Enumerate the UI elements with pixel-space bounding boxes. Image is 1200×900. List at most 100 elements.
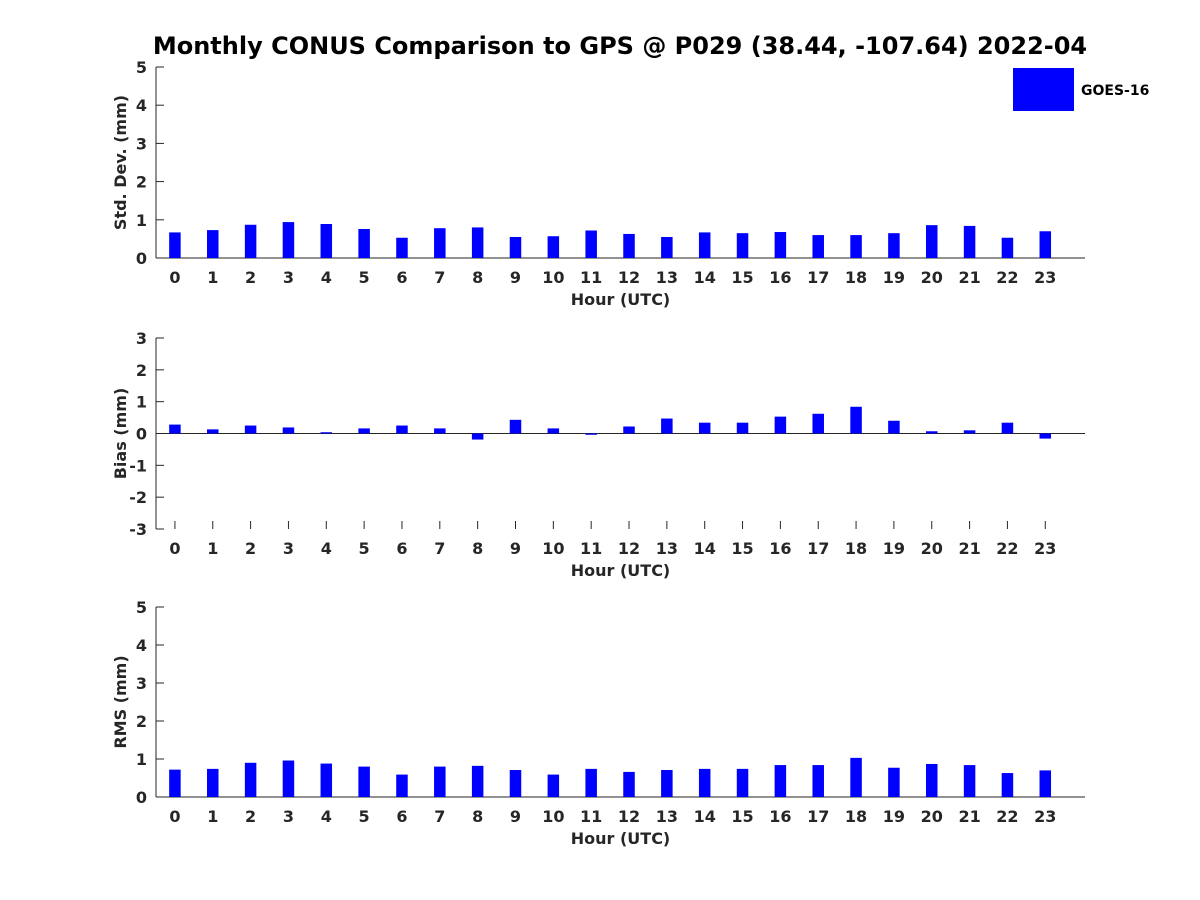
- x-tick-label: 22: [996, 268, 1018, 287]
- y-tick-label: 1: [136, 750, 147, 769]
- x-tick-label: 0: [169, 807, 180, 826]
- bar-std-dev-7: [434, 228, 446, 258]
- x-tick-label: 4: [321, 807, 332, 826]
- chart-title: Monthly CONUS Comparison to GPS @ P029 (…: [153, 32, 1087, 60]
- x-tick-label: 20: [921, 807, 943, 826]
- bar-bias-18: [850, 406, 862, 434]
- x-tick-label: 11: [580, 539, 602, 558]
- x-tick-label: 4: [321, 268, 332, 287]
- bar-rms-5: [358, 766, 370, 797]
- x-tick-label: 23: [1034, 268, 1056, 287]
- bar-rms-6: [396, 774, 408, 797]
- x-tick-label: 17: [807, 539, 829, 558]
- bar-rms-16: [774, 765, 787, 797]
- bar-rms-18: [850, 757, 862, 797]
- std-dev-xlabel: Hour (UTC): [571, 290, 671, 309]
- x-tick-label: 13: [656, 268, 678, 287]
- y-tick-label: 4: [136, 636, 147, 655]
- x-tick-label: 10: [542, 807, 564, 826]
- bar-rms-20: [925, 763, 938, 797]
- bar-rms-14: [698, 768, 711, 797]
- x-tick-label: 19: [883, 807, 905, 826]
- bar-bias-9: [509, 419, 522, 434]
- x-tick-label: 5: [359, 539, 370, 558]
- bar-std-dev-18: [850, 235, 862, 258]
- bar-rms-7: [434, 766, 446, 797]
- x-tick-label: 8: [472, 807, 483, 826]
- x-tick-label: 18: [845, 807, 867, 826]
- x-tick-label: 9: [510, 807, 521, 826]
- x-tick-label: 12: [618, 807, 640, 826]
- bar-bias-1: [207, 429, 219, 434]
- y-tick-label: 3: [136, 134, 147, 153]
- bar-rms-21: [963, 765, 976, 797]
- x-tick-label: 5: [359, 268, 370, 287]
- legend-swatch: [1013, 68, 1074, 111]
- x-tick-label: 18: [845, 268, 867, 287]
- bar-bias-0: [169, 424, 181, 434]
- x-tick-label: 10: [542, 268, 564, 287]
- bar-bias-10: [547, 428, 560, 434]
- bar-bias-23: [1039, 433, 1052, 439]
- bar-std-dev-3: [282, 222, 295, 258]
- x-tick-label: 7: [434, 268, 445, 287]
- bar-bias-5: [358, 428, 370, 434]
- x-tick-label: 2: [245, 268, 256, 287]
- bar-bias-14: [698, 422, 711, 434]
- bar-std-dev-11: [585, 230, 597, 258]
- bar-rms-22: [1001, 773, 1014, 797]
- x-tick-label: 11: [580, 807, 602, 826]
- x-tick-label: 21: [958, 807, 980, 826]
- bar-std-dev-4: [320, 224, 333, 258]
- bar-rms-0: [169, 769, 181, 797]
- x-tick-label: 10: [542, 539, 564, 558]
- x-tick-label: 17: [807, 807, 829, 826]
- rms-ylabel: RMS (mm): [111, 655, 130, 748]
- bar-std-dev-21: [963, 225, 976, 258]
- x-tick-label: 3: [283, 539, 294, 558]
- y-tick-label: 0: [136, 425, 147, 444]
- x-tick-label: 11: [580, 268, 602, 287]
- x-tick-label: 7: [434, 539, 445, 558]
- x-tick-label: 14: [694, 268, 716, 287]
- x-tick-label: 12: [618, 268, 640, 287]
- bar-std-dev-2: [244, 224, 257, 258]
- y-tick-label: 2: [136, 361, 147, 380]
- y-tick-label: 2: [136, 712, 147, 731]
- bar-std-dev-6: [396, 237, 408, 258]
- x-tick-label: 6: [396, 539, 407, 558]
- x-tick-label: 13: [656, 539, 678, 558]
- x-tick-label: 9: [510, 268, 521, 287]
- x-tick-label: 23: [1034, 807, 1056, 826]
- y-tick-label: 2: [136, 173, 147, 192]
- bar-std-dev-20: [925, 225, 938, 258]
- x-tick-label: 8: [472, 539, 483, 558]
- x-tick-label: 21: [958, 268, 980, 287]
- bar-rms-19: [888, 767, 900, 797]
- x-tick-label: 19: [883, 539, 905, 558]
- bar-std-dev-10: [547, 236, 560, 258]
- bar-bias-12: [623, 426, 635, 434]
- bar-std-dev-16: [774, 232, 787, 258]
- legend-label: GOES-16: [1081, 83, 1149, 99]
- x-tick-label: 17: [807, 268, 829, 287]
- bar-bias-15: [736, 422, 749, 434]
- x-tick-label: 0: [169, 539, 180, 558]
- y-tick-label: 0: [136, 249, 147, 268]
- x-tick-label: 3: [283, 807, 294, 826]
- bar-std-dev-15: [736, 233, 749, 258]
- std-dev-ylabel: Std. Dev. (mm): [111, 95, 130, 230]
- bar-bias-8: [471, 433, 484, 440]
- x-tick-label: 20: [921, 539, 943, 558]
- bar-rms-15: [736, 768, 749, 797]
- y-tick-label: 1: [136, 211, 147, 230]
- x-tick-label: 13: [656, 807, 678, 826]
- bar-std-dev-0: [169, 232, 181, 258]
- x-tick-label: 2: [245, 807, 256, 826]
- bar-std-dev-9: [509, 236, 522, 258]
- bar-std-dev-17: [812, 235, 824, 258]
- x-tick-label: 7: [434, 807, 445, 826]
